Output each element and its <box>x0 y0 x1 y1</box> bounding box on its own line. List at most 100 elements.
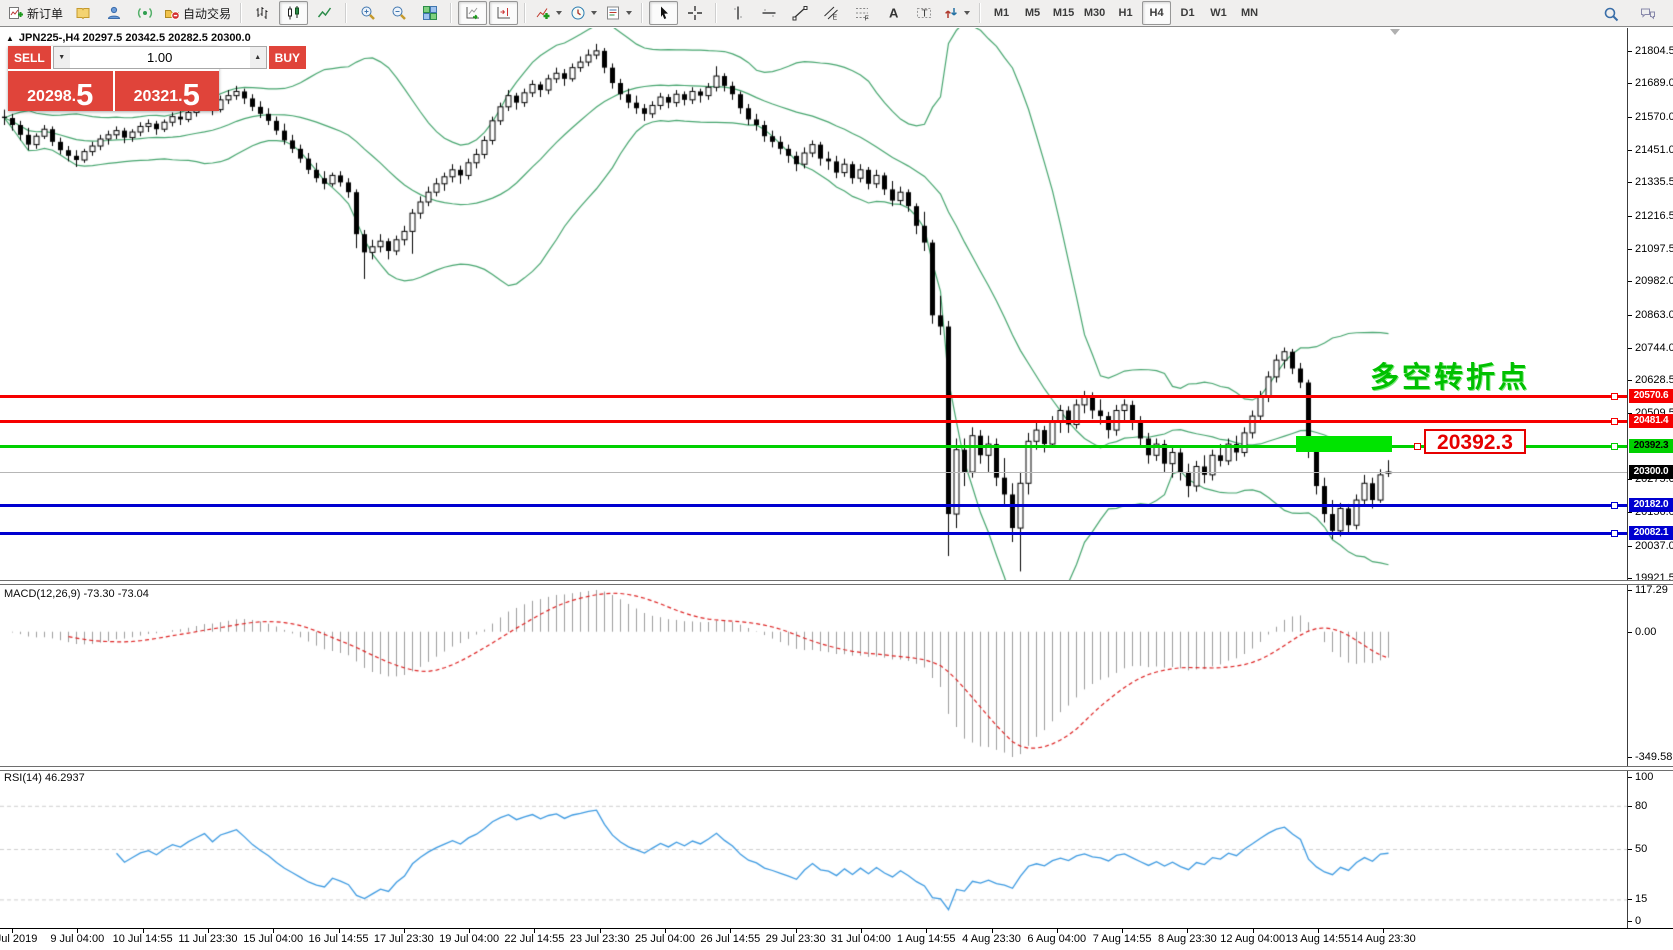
chart-title-text: JPN225-,H4 20297.5 20342.5 20282.5 20300… <box>18 32 251 44</box>
price-axis-tick <box>1628 83 1632 85</box>
panel-splitter[interactable] <box>0 580 1673 585</box>
macd-panel-canvas[interactable] <box>0 585 1627 766</box>
timeframe-m1[interactable]: M1 <box>987 1 1016 25</box>
metaeditor-button[interactable] <box>68 1 97 25</box>
timeframe-d1[interactable]: D1 <box>1173 1 1202 25</box>
new-order-button-label: 新订单 <box>27 6 64 21</box>
search-button[interactable] <box>1596 2 1625 26</box>
rsi-axis-tick-label: 80 <box>1635 799 1648 812</box>
horizontal-line-20570.6[interactable] <box>0 395 1627 399</box>
timeframe-h4[interactable]: H4 <box>1142 1 1172 25</box>
timeframe-w1[interactable]: W1 <box>1204 1 1233 25</box>
tile-windows-button[interactable] <box>415 1 444 25</box>
new-order-button[interactable]: 新订单 <box>5 1 66 25</box>
signals-button[interactable] <box>130 1 159 25</box>
price-axis[interactable]: 21804.5 21689.0 21570.0 21451.0 21335.5 21216… <box>1627 28 1673 928</box>
chat-icon <box>1640 8 1655 20</box>
panel-splitter[interactable] <box>0 766 1673 771</box>
auto-scroll-button[interactable] <box>458 1 488 25</box>
macd-axis-tick-label: 117.29 <box>1635 584 1668 596</box>
timeframe-h1[interactable]: H1 <box>1111 1 1140 25</box>
line-chart-button[interactable] <box>310 1 339 25</box>
sell-button[interactable]: SELL <box>8 46 51 69</box>
time-axis-tick <box>730 929 732 933</box>
macd-axis-tick <box>1628 757 1632 758</box>
periods-button[interactable] <box>567 1 600 25</box>
timeframe-m5-label: M5 <box>1024 7 1041 19</box>
time-axis-tick <box>1252 929 1254 933</box>
price-axis-tick <box>1628 578 1632 579</box>
zoom-out-button[interactable] <box>384 1 413 25</box>
line-handle[interactable] <box>1611 530 1618 538</box>
timeframe-mn[interactable]: MN <box>1235 1 1264 25</box>
price-axis-tick <box>1628 182 1632 184</box>
line-handle[interactable] <box>1611 443 1618 451</box>
volume-input[interactable] <box>69 47 250 68</box>
price-badge: 20082.1 <box>1629 526 1673 541</box>
volume-increase-button[interactable]: ▲ <box>249 47 266 68</box>
price-axis-tick-label: 21570.0 <box>1635 110 1673 123</box>
macd-axis-tick-label: -349.58 <box>1635 751 1673 763</box>
volume-decrease-button[interactable]: ▼ <box>53 47 70 68</box>
horizontal-line-20182.0[interactable] <box>0 504 1627 508</box>
horizontal-line-button[interactable] <box>754 1 783 25</box>
candlestick-chart-button[interactable] <box>279 1 309 25</box>
chat-button[interactable] <box>1633 2 1662 26</box>
turning-point-text-annotation[interactable]: 多空转折点 <box>1370 362 1531 394</box>
price-axis-tick-label: 21097.5 <box>1635 242 1673 255</box>
buy-price-button[interactable]: 20321. 5 <box>114 71 219 111</box>
rsi-panel-canvas[interactable] <box>0 770 1627 928</box>
crosshair-button[interactable] <box>680 1 709 25</box>
horizontal-line-20481.4[interactable] <box>0 420 1627 424</box>
line-handle[interactable] <box>1611 393 1618 401</box>
toolbar-separator <box>715 3 718 23</box>
price-label-annotation[interactable]: 20392.3 <box>1424 429 1526 454</box>
symbol-expand-icon[interactable]: ▲ <box>6 33 14 43</box>
fibonacci-button[interactable]: F <box>847 1 876 25</box>
price-chart-canvas[interactable] <box>0 28 1627 580</box>
toolbar-separator <box>345 3 348 23</box>
text-label-button[interactable]: T <box>909 1 938 25</box>
templates-button[interactable] <box>602 1 635 25</box>
autotrading-button[interactable]: 自动交易 <box>161 1 234 25</box>
horizontal-line-20392.3[interactable] <box>0 445 1627 449</box>
rsi-axis-tick <box>1628 921 1632 922</box>
equidistant-channel-button[interactable]: E <box>816 1 845 25</box>
highlight-rectangle-annotation[interactable] <box>1296 435 1392 452</box>
price-badge: 20570.6 <box>1629 389 1673 404</box>
macd-axis-tick <box>1628 631 1632 633</box>
indicators-button[interactable] <box>532 1 565 25</box>
text-button[interactable]: A <box>878 1 907 25</box>
sell-price-button[interactable]: 20298. 5 <box>8 71 113 111</box>
timeframe-m15[interactable]: M15 <box>1049 1 1078 25</box>
line-handle[interactable] <box>1611 418 1618 426</box>
cursor-button[interactable] <box>649 1 679 25</box>
chart-shift-marker-icon[interactable] <box>1390 29 1400 35</box>
buy-button[interactable]: BUY <box>268 46 307 69</box>
price-axis-tick-label: 20982.0 <box>1635 275 1673 288</box>
time-axis-tick <box>665 929 666 933</box>
cursor-icon <box>660 6 668 19</box>
timeframe-m1-label: M1 <box>993 7 1010 19</box>
signal-icon <box>137 7 152 19</box>
timeframe-m5[interactable]: M5 <box>1018 1 1047 25</box>
arrows-button[interactable] <box>940 1 973 25</box>
vertical-line-button[interactable] <box>723 1 752 25</box>
trendline-button[interactable] <box>785 1 814 25</box>
bar-chart-button[interactable] <box>248 1 277 25</box>
neworder-icon <box>9 7 23 19</box>
label-anchor-handle[interactable] <box>1414 443 1421 451</box>
toolbar-separator <box>979 3 982 23</box>
line-handle[interactable] <box>1611 502 1618 510</box>
timeframe-m30[interactable]: M30 <box>1080 1 1109 25</box>
community-button[interactable] <box>99 1 128 25</box>
price-axis-tick <box>1628 413 1632 415</box>
crosshair-icon <box>687 6 702 20</box>
chart-shift-button[interactable] <box>489 1 519 25</box>
svg-text:A: A <box>889 6 899 21</box>
time-axis[interactable]: 7 Jul 2019 9 Jul 04:00 10 Jul 14:55 11 Jul … <box>0 928 1673 950</box>
zoom-in-button[interactable] <box>353 1 382 25</box>
rsi-axis-tick-label: 50 <box>1635 843 1648 855</box>
trendline-icon <box>792 6 808 21</box>
horizontal-line-20082.1[interactable] <box>0 532 1627 536</box>
